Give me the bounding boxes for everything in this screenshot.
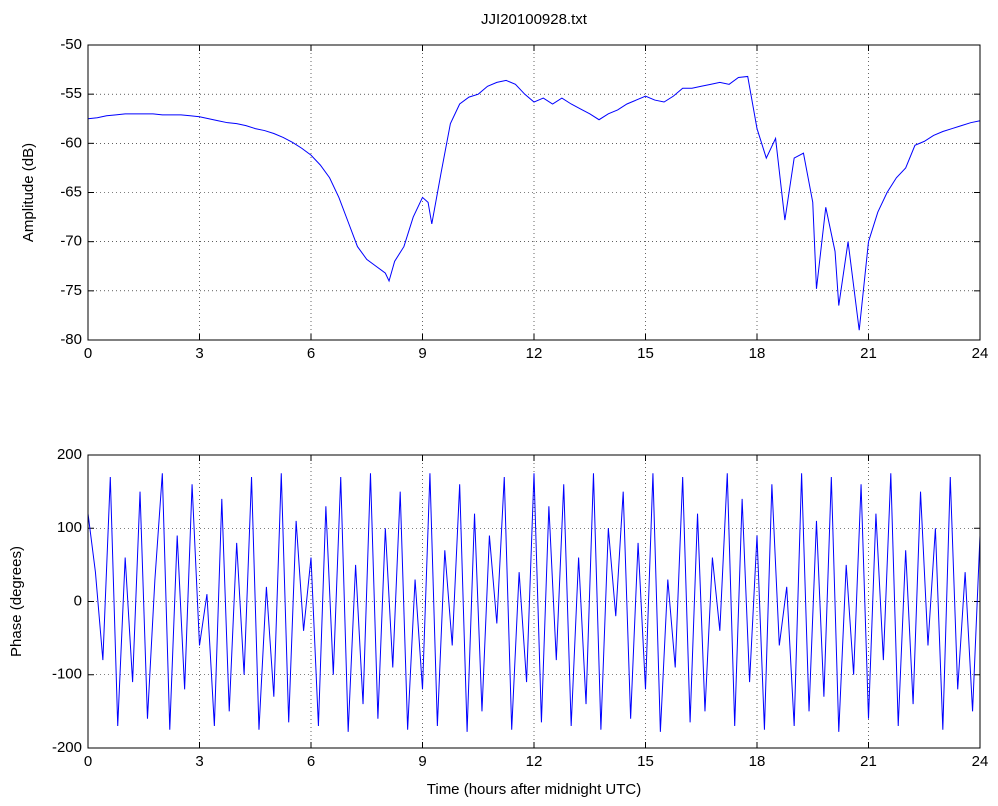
y-axis-label: Phase (degrees) (8, 546, 25, 657)
x-tick-label: 3 (195, 345, 203, 362)
y-tick-label: 100 (57, 519, 82, 536)
y-tick-label: 200 (57, 446, 82, 463)
x-tick-label: 18 (749, 753, 766, 770)
y-tick-label: -200 (52, 739, 82, 756)
x-tick-label: 12 (526, 345, 543, 362)
x-tick-label: 0 (84, 753, 92, 770)
y-tick-label: -50 (60, 36, 82, 53)
x-axis-label: Time (hours after midnight UTC) (427, 781, 642, 798)
y-tick-label: 0 (74, 592, 82, 609)
x-tick-label: 15 (637, 345, 654, 362)
x-tick-label: 24 (972, 753, 989, 770)
x-tick-label: 18 (749, 345, 766, 362)
x-tick-label: 9 (418, 345, 426, 362)
x-tick-label: 21 (860, 345, 877, 362)
x-tick-label: 12 (526, 753, 543, 770)
chart-title: JJI20100928.txt (481, 11, 588, 28)
y-tick-label: -65 (60, 183, 82, 200)
x-tick-label: 21 (860, 753, 877, 770)
y-tick-label: -70 (60, 233, 82, 250)
data-line (87, 75, 981, 331)
data-line (87, 473, 981, 732)
y-tick-label: -75 (60, 282, 82, 299)
x-tick-label: 15 (637, 753, 654, 770)
y-tick-label: -80 (60, 331, 82, 348)
y-tick-label: -60 (60, 134, 82, 151)
x-tick-label: 6 (307, 345, 315, 362)
axes-frame (87, 454, 981, 749)
x-tick-label: 24 (972, 345, 989, 362)
y-tick-label: -100 (52, 666, 82, 683)
y-axis-label: Amplitude (dB) (20, 143, 37, 242)
x-tick-label: 9 (418, 753, 426, 770)
x-tick-label: 0 (84, 345, 92, 362)
y-tick-label: -55 (60, 85, 82, 102)
x-tick-label: 3 (195, 753, 203, 770)
axes-frame (87, 44, 981, 341)
x-tick-label: 6 (307, 753, 315, 770)
